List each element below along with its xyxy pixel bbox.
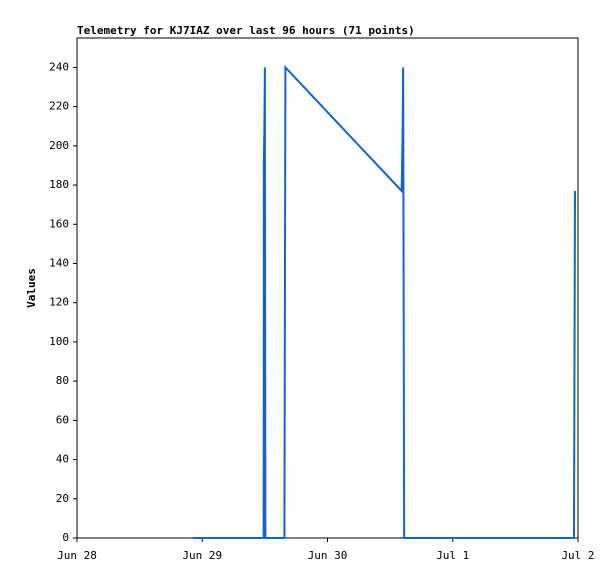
chart-title: Telemetry for KJ7IAZ over last 96 hours …	[77, 24, 415, 37]
y-tick-label: 120	[49, 296, 69, 309]
x-tick-label: Jun 30	[308, 549, 348, 562]
y-tick-label: 200	[49, 139, 69, 152]
y-tick-label: 40	[56, 453, 69, 466]
x-tick-label: Jul 1	[436, 549, 469, 562]
y-tick-label: 180	[49, 178, 69, 191]
y-tick-label: 220	[49, 100, 69, 113]
y-tick-label: 60	[56, 413, 69, 426]
x-tick-label: Jun 29	[182, 549, 222, 562]
x-tick-label: Jul 2	[561, 549, 594, 562]
y-tick-label: 240	[49, 60, 69, 73]
y-tick-label: 80	[56, 374, 69, 387]
y-tick-label: 140	[49, 256, 69, 269]
y-tick-label: 100	[49, 335, 69, 348]
y-tick-label: 20	[56, 492, 69, 505]
y-tick-label: 160	[49, 217, 69, 230]
y-axis-label: Values	[25, 268, 38, 308]
x-tick-label: Jun 28	[57, 549, 97, 562]
y-tick-label: 0	[62, 531, 69, 544]
data-line	[193, 64, 576, 539]
